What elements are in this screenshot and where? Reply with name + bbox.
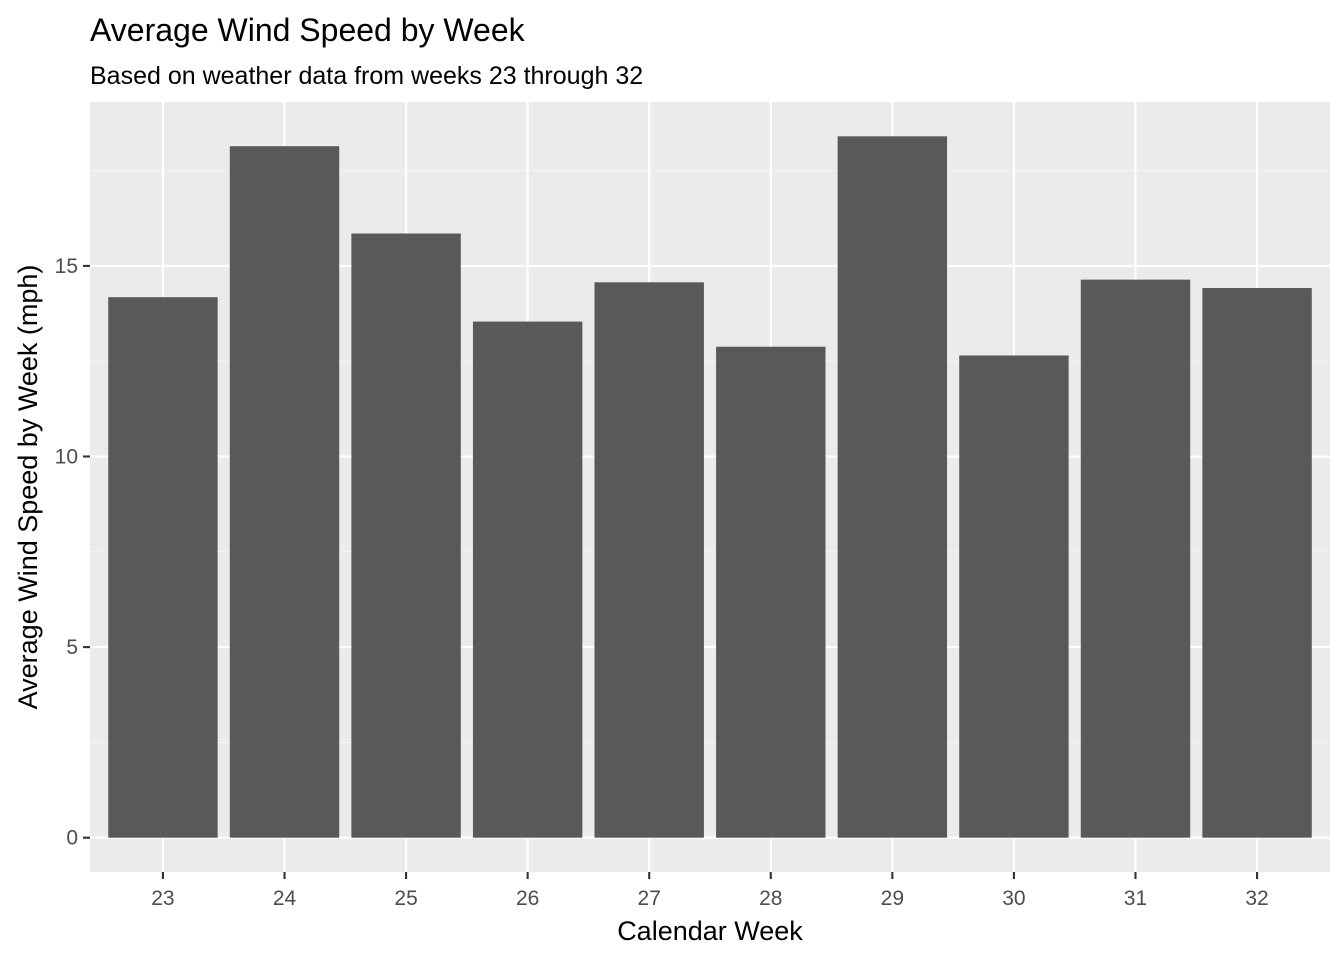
bar-week-26 (472, 321, 583, 838)
x-tick-label: 26 (516, 887, 539, 910)
x-axis: 23 24 25 26 27 28 29 30 31 32 (151, 872, 1269, 910)
y-tick-label: 0 (66, 827, 78, 850)
y-axis: 0 5 10 15 (55, 255, 90, 850)
bar-week-30 (959, 355, 1069, 838)
bar-week-25 (351, 233, 461, 838)
x-tick-label: 30 (1002, 887, 1025, 910)
bar-week-31 (1080, 279, 1191, 838)
chart-subtitle: Based on weather data from weeks 23 thro… (90, 62, 643, 90)
x-tick-label: 24 (273, 887, 297, 910)
bar-week-24 (229, 146, 340, 838)
x-tick-label: 31 (1124, 887, 1147, 910)
bar-series (108, 136, 1312, 838)
y-axis-title: Average Wind Speed by Week (mph) (13, 265, 43, 710)
y-tick-label: 5 (66, 636, 78, 659)
bar-week-28 (716, 346, 826, 838)
bar-week-27 (594, 282, 704, 838)
x-tick-label: 28 (759, 887, 782, 910)
x-tick-label: 29 (881, 887, 904, 910)
x-tick-label: 27 (638, 887, 661, 910)
x-axis-title: Calendar Week (617, 916, 803, 946)
y-tick-label: 10 (55, 446, 78, 469)
x-tick-label: 25 (394, 887, 417, 910)
x-tick-label: 23 (151, 887, 174, 910)
x-tick-label: 32 (1245, 887, 1268, 910)
y-tick-label: 15 (55, 255, 78, 278)
bar-week-32 (1202, 288, 1312, 838)
bar-week-23 (108, 297, 218, 838)
bar-week-29 (837, 136, 948, 838)
chart-title: Average Wind Speed by Week (90, 12, 526, 48)
